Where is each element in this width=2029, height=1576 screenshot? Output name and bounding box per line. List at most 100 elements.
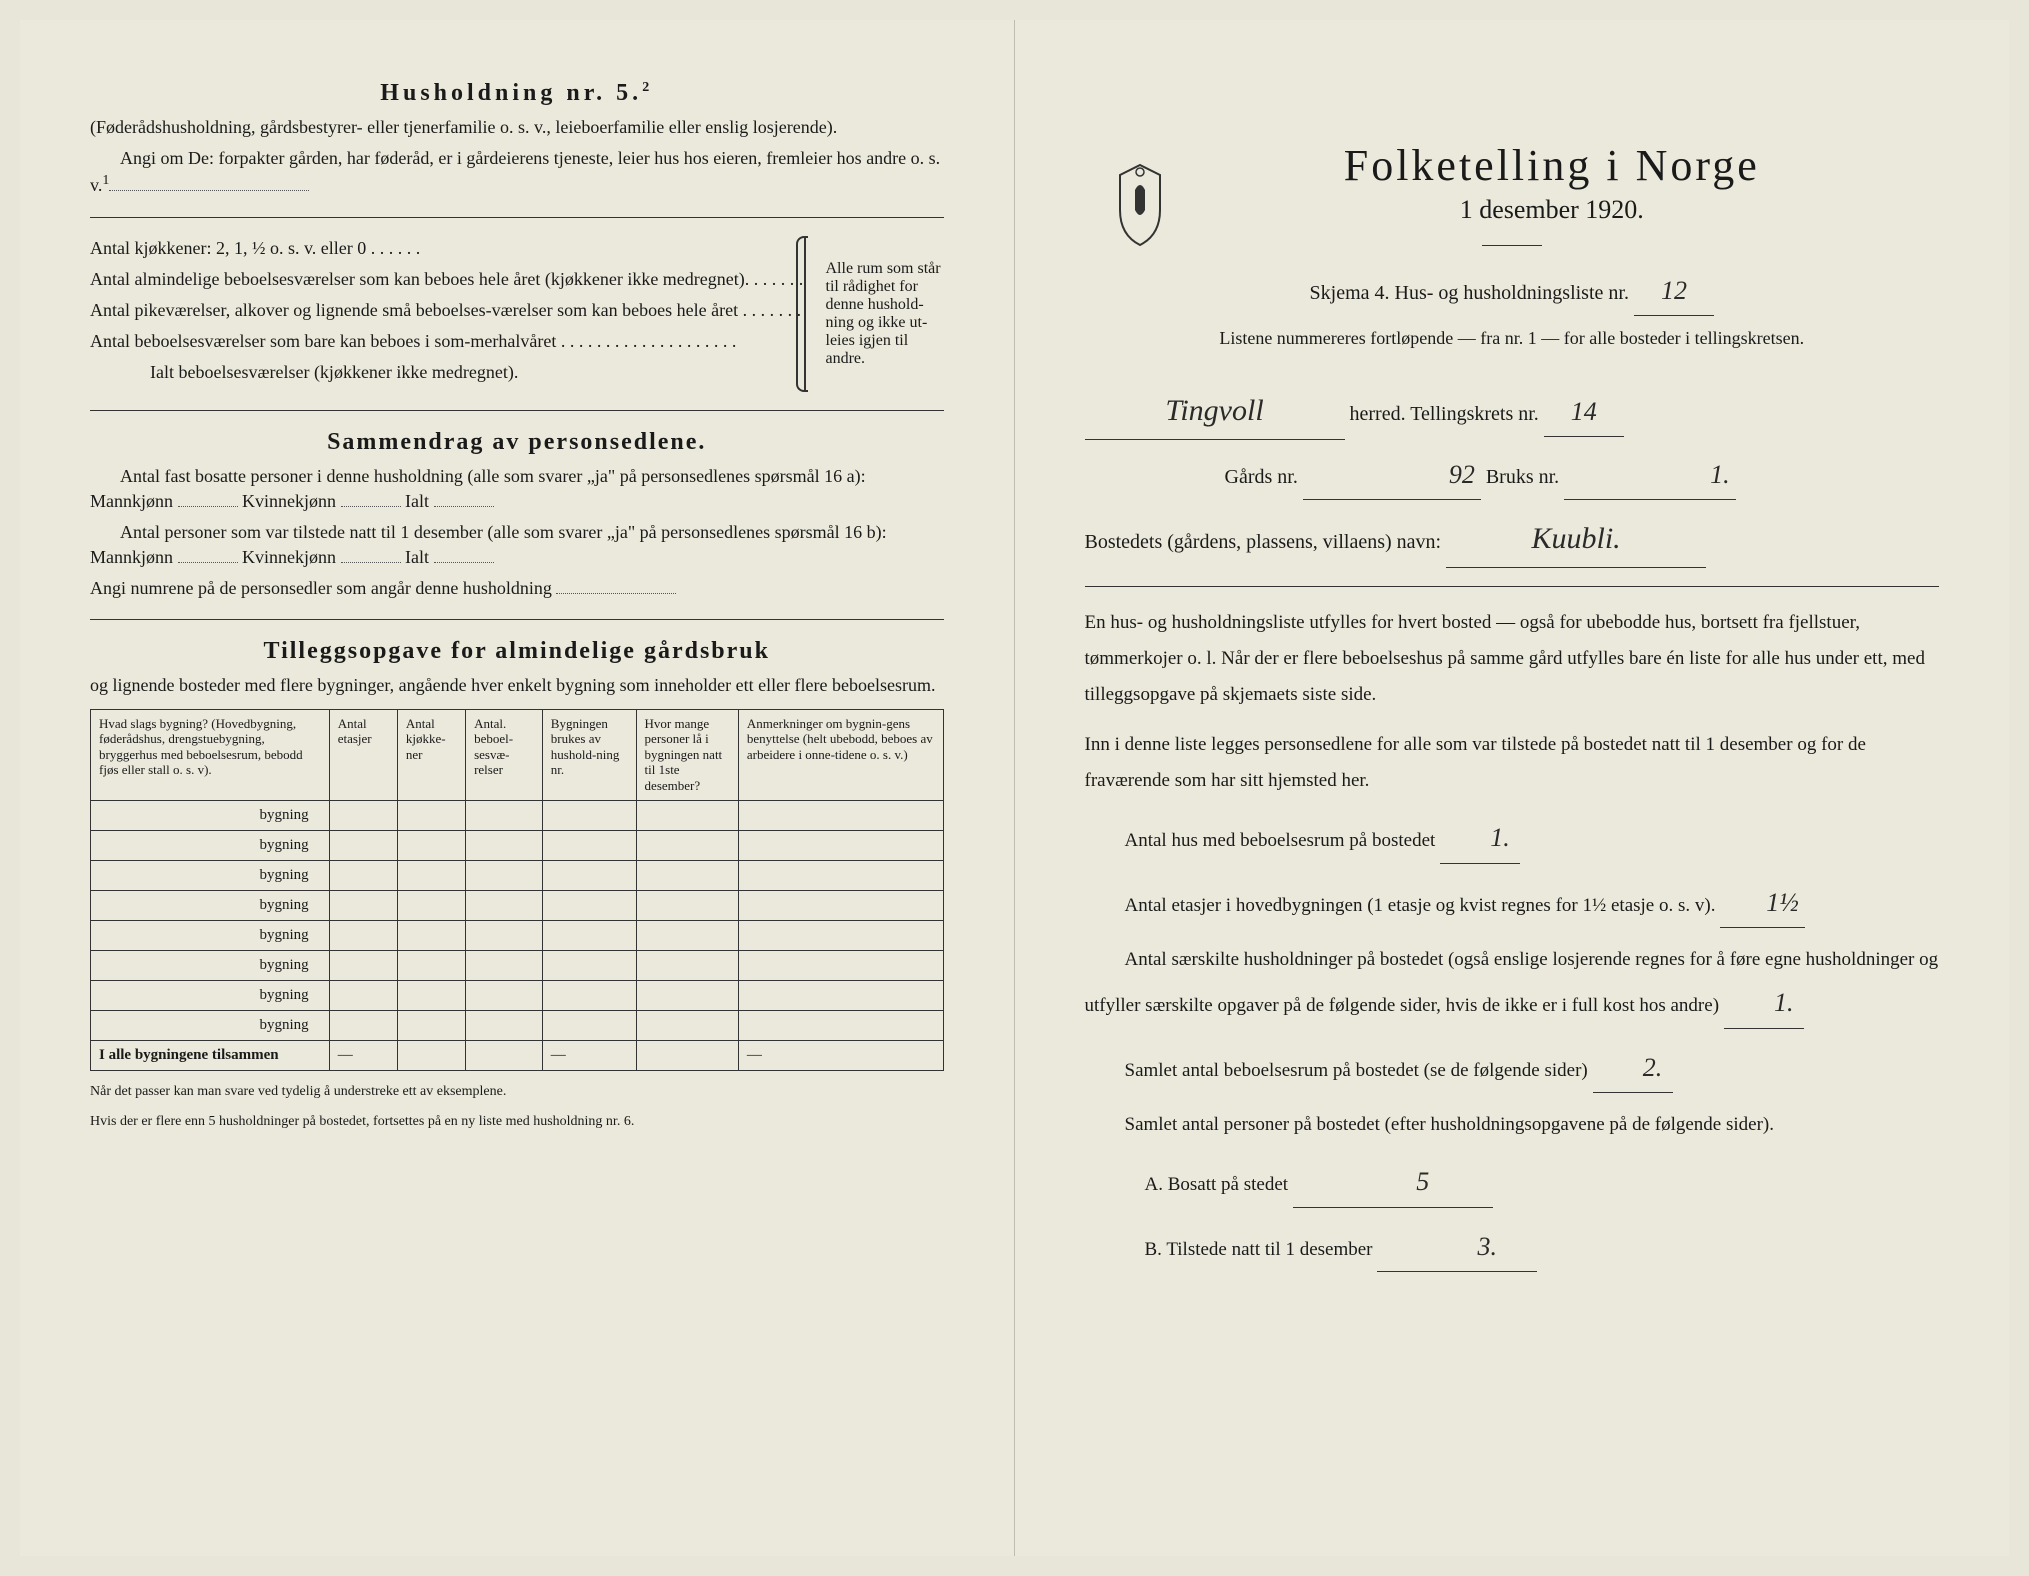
q3-label: Antal særskilte husholdninger på bostede…: [1085, 949, 1939, 1016]
right-page: Folketelling i Norge 1 desember 1920. Sk…: [1015, 20, 2010, 1556]
herred-label: herred. Tellingskrets nr.: [1350, 403, 1539, 425]
blank-cell: [738, 890, 943, 920]
blank-cell: [466, 860, 543, 890]
sammen-2b: Kvinnekjønn: [242, 547, 336, 567]
blank-field: [178, 506, 238, 507]
q4-wrap: Samlet antal beboelsesrum på bostedet (s…: [1085, 1043, 1940, 1093]
blank-cell: [397, 950, 465, 980]
q3-value: 1.: [1724, 978, 1804, 1028]
blank-cell: [397, 920, 465, 950]
table-row: bygning: [91, 1010, 944, 1040]
room-line-1: Antal almindelige beboelsesværelser som …: [90, 267, 804, 292]
q5b-label: B. Tilstede natt til 1 desember: [1145, 1239, 1373, 1260]
divider: [90, 619, 944, 620]
sammen-2c: Ialt: [405, 547, 429, 567]
husholdning-heading: Husholdning nr. 5.2: [90, 80, 944, 107]
row-label: bygning: [91, 950, 330, 980]
dash-cell: —: [329, 1040, 397, 1070]
table-body: bygning bygning bygning bygning bygning …: [91, 800, 944, 1070]
q1-label: Antal hus med beboelsesrum på bostedet: [1125, 830, 1436, 851]
listene-note: Listene nummereres fortløpende — fra nr.…: [1085, 326, 1940, 351]
left-page: Husholdning nr. 5.2 (Føderådshusholdning…: [20, 20, 1015, 1556]
q1-value: 1.: [1440, 813, 1520, 863]
row-label: bygning: [91, 920, 330, 950]
table-header-row: Hvad slags bygning? (Hovedbygning, føder…: [91, 709, 944, 800]
q2-wrap: Antal etasjer i hovedbygningen (1 etasje…: [1085, 878, 1940, 928]
bosted-line: Bostedets (gårdens, plassens, villaens) …: [1085, 510, 1940, 568]
brace-note: Alle rum som står til rådighet for denne…: [804, 236, 944, 392]
total-label: I alle bygningene tilsammen: [91, 1040, 330, 1070]
krets-value: 14: [1544, 387, 1624, 437]
q2-line: Antal etasjer i hovedbygningen (1 etasje…: [1085, 878, 1940, 928]
blank-cell: [542, 830, 636, 860]
blank-field: [109, 190, 309, 191]
blank-cell: [636, 1040, 738, 1070]
kitchen-line: Antal kjøkkener: 2, 1, ½ o. s. v. eller …: [90, 236, 804, 261]
q5a-label: A. Bosatt på stedet: [1145, 1174, 1289, 1195]
divider: [1085, 586, 1940, 587]
q1-line: Antal hus med beboelsesrum på bostedet 1…: [1085, 813, 1940, 863]
blank-cell: [636, 1010, 738, 1040]
sammen-1c: Ialt: [405, 491, 429, 511]
th-5: Bygningen brukes av hushold-ning nr.: [542, 709, 636, 800]
th-1: Hvad slags bygning? (Hovedbygning, føder…: [91, 709, 330, 800]
sammen-line-3: Angi numrene på de personsedler som angå…: [90, 576, 944, 601]
q4-line: Samlet antal beboelsesrum på bostedet (s…: [1085, 1043, 1940, 1093]
blank-cell: [542, 890, 636, 920]
gard-value: 92: [1303, 450, 1481, 500]
gard-label: Gårds nr.: [1225, 466, 1298, 488]
blank-cell: [636, 920, 738, 950]
skjema-label: Skjema 4. Hus- og husholdningsliste nr.: [1310, 282, 1629, 304]
sammen-3: Angi numrene på de personsedler som angå…: [90, 578, 552, 598]
subtitle: 1 desember 1920.: [1085, 195, 1940, 225]
blank-cell: [542, 860, 636, 890]
blank-field: [434, 562, 494, 563]
paragraph-1: En hus- og husholdningsliste utfylles fo…: [1085, 605, 1940, 713]
blank-cell: [738, 920, 943, 950]
short-rule: [1482, 245, 1542, 246]
main-title: Folketelling i Norge: [1085, 140, 1940, 191]
blank-field: [556, 593, 676, 594]
blank-cell: [466, 830, 543, 860]
footnote-2: Hvis der er flere enn 5 husholdninger på…: [90, 1113, 944, 1131]
rooms-lines: Antal kjøkkener: 2, 1, ½ o. s. v. eller …: [90, 236, 804, 392]
blank-cell: [542, 950, 636, 980]
herred-line: Tingvoll herred. Tellingskrets nr. 14: [1085, 382, 1940, 440]
document-spread: Husholdning nr. 5.2 (Føderådshusholdning…: [20, 20, 2009, 1556]
blank-cell: [466, 890, 543, 920]
husholdning-note: (Føderådshusholdning, gårdsbestyrer- ell…: [90, 115, 944, 140]
husholdning-sup: 2: [642, 80, 653, 95]
blank-cell: [738, 950, 943, 980]
row-label: bygning: [91, 890, 330, 920]
th-2: Antal etasjer: [329, 709, 397, 800]
table-row: bygning: [91, 980, 944, 1010]
bosted-value: Kuubli.: [1446, 510, 1706, 568]
blank-cell: [397, 830, 465, 860]
th-4: Antal. beboel-sesvæ-relser: [466, 709, 543, 800]
q1-wrap: Antal hus med beboelsesrum på bostedet 1…: [1085, 813, 1940, 863]
rooms-block: Antal kjøkkener: 2, 1, ½ o. s. v. eller …: [90, 236, 944, 392]
q5a-value: 5: [1293, 1157, 1493, 1207]
blank-cell: [738, 980, 943, 1010]
blank-cell: [329, 890, 397, 920]
blank-cell: [738, 1010, 943, 1040]
table-total-row: I alle bygningene tilsammen———: [91, 1040, 944, 1070]
blank-cell: [636, 950, 738, 980]
blank-cell: [466, 1010, 543, 1040]
blank-cell: [329, 860, 397, 890]
q5-intro: Samlet antal personer på bostedet (efter…: [1085, 1107, 1940, 1143]
blank-field: [341, 506, 401, 507]
blank-cell: [397, 980, 465, 1010]
blank-cell: [397, 1010, 465, 1040]
sammen-line-1: Antal fast bosatte personer i denne hush…: [90, 464, 944, 514]
blank-cell: [397, 860, 465, 890]
herred-value: Tingvoll: [1085, 382, 1345, 440]
blank-field: [434, 506, 494, 507]
room-line-2: Antal pikeværelser, alkover og lignende …: [90, 298, 804, 323]
gard-line: Gårds nr. 92 Bruks nr. 1.: [1085, 450, 1940, 500]
sammen-line-2: Antal personer som var tilstede natt til…: [90, 520, 944, 570]
blank-cell: [466, 980, 543, 1010]
th-7: Anmerkninger om bygnin-gens benyttelse (…: [738, 709, 943, 800]
blank-cell: [329, 1010, 397, 1040]
sammen-2a: Antal personer som var tilstede natt til…: [90, 522, 887, 567]
